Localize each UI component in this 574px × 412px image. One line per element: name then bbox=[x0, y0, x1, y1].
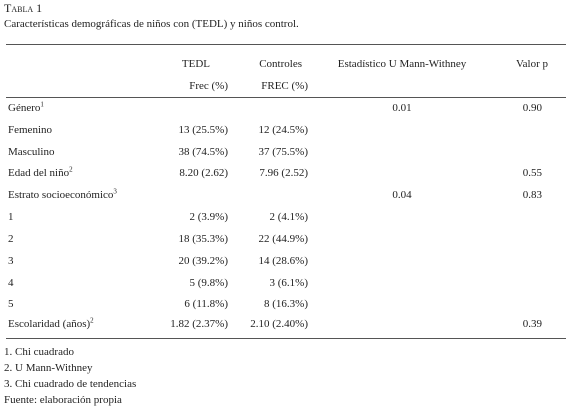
cell-controles: 8 (16.3%) bbox=[264, 298, 308, 310]
cell-controles: 12 (24.5%) bbox=[258, 124, 309, 136]
footnote: 3. Chi cuadrado de tendencias bbox=[4, 378, 137, 390]
row-label: 5 bbox=[8, 298, 14, 310]
row-label: 1 bbox=[8, 211, 14, 223]
cell-controles: 14 (28.6%) bbox=[258, 255, 309, 267]
column-subheader: FREC (%) bbox=[261, 80, 308, 92]
footnote-ref: 1 bbox=[40, 100, 44, 109]
footnote-ref: 2 bbox=[69, 165, 73, 174]
column-header: Controles bbox=[259, 58, 302, 70]
column-header: Valor p bbox=[515, 58, 549, 70]
footnote: Fuente: elaboración propia bbox=[4, 394, 122, 406]
cell-p: 0.90 bbox=[522, 102, 542, 114]
cell-tedl: 20 (39.2%) bbox=[178, 255, 229, 267]
footnote-ref: 3 bbox=[113, 187, 117, 196]
cell-p: 0.55 bbox=[522, 167, 542, 179]
row-label: 3 bbox=[8, 255, 14, 267]
cell-tedl: 38 (74.5%) bbox=[178, 146, 229, 158]
row-label: Masculino bbox=[8, 146, 55, 158]
cell-controles: 3 (6.1%) bbox=[269, 277, 309, 289]
cell-controles: 2.10 (2.40%) bbox=[250, 318, 308, 330]
cell-controles: 7.96 (2.52) bbox=[259, 167, 308, 179]
cell-tedl: 18 (35.3%) bbox=[178, 233, 229, 245]
row-label: 4 bbox=[8, 277, 14, 289]
cell-controles: 37 (75.5%) bbox=[258, 146, 309, 158]
column-header: Estadístico U Mann-Withney bbox=[337, 58, 467, 70]
row-label: Femenino bbox=[8, 124, 52, 136]
cell-p: 0.39 bbox=[522, 318, 542, 330]
row-label: Estrato socioeconómico3 bbox=[8, 187, 117, 201]
row-label: 2 bbox=[8, 233, 14, 245]
cell-tedl: 5 (9.8%) bbox=[189, 277, 229, 289]
cell-tedl: 1.82 (2.37%) bbox=[170, 318, 228, 330]
cell-p: 0.83 bbox=[522, 189, 542, 201]
top-rule bbox=[6, 44, 566, 45]
cell-controles: 22 (44.9%) bbox=[258, 233, 309, 245]
cell-controles: 2 (4.1%) bbox=[269, 211, 309, 223]
cell-u: 0.04 bbox=[392, 189, 412, 201]
cell-tedl: 13 (25.5%) bbox=[178, 124, 229, 136]
cell-u: 0.01 bbox=[392, 102, 412, 114]
footnote: 1. Chi cuadrado bbox=[4, 346, 74, 358]
row-label: Género1 bbox=[8, 100, 44, 114]
table-title: Tabla 1 bbox=[4, 1, 43, 15]
footnote-ref: 2 bbox=[90, 316, 94, 325]
footnote: 2. U Mann-Withney bbox=[4, 362, 93, 374]
header-rule bbox=[6, 97, 566, 98]
cell-tedl: 2 (3.9%) bbox=[189, 211, 229, 223]
cell-tedl: 8.20 (2.62) bbox=[179, 167, 228, 179]
bottom-rule bbox=[6, 338, 566, 339]
column-subheader: Frec (%) bbox=[189, 80, 228, 92]
cell-tedl: 6 (11.8%) bbox=[184, 298, 228, 310]
row-label: Escolaridad (años)2 bbox=[8, 316, 94, 330]
row-label: Edad del niño2 bbox=[8, 165, 73, 179]
table-caption: Características demográficas de niños co… bbox=[4, 18, 299, 30]
column-header: TEDL bbox=[181, 58, 210, 70]
